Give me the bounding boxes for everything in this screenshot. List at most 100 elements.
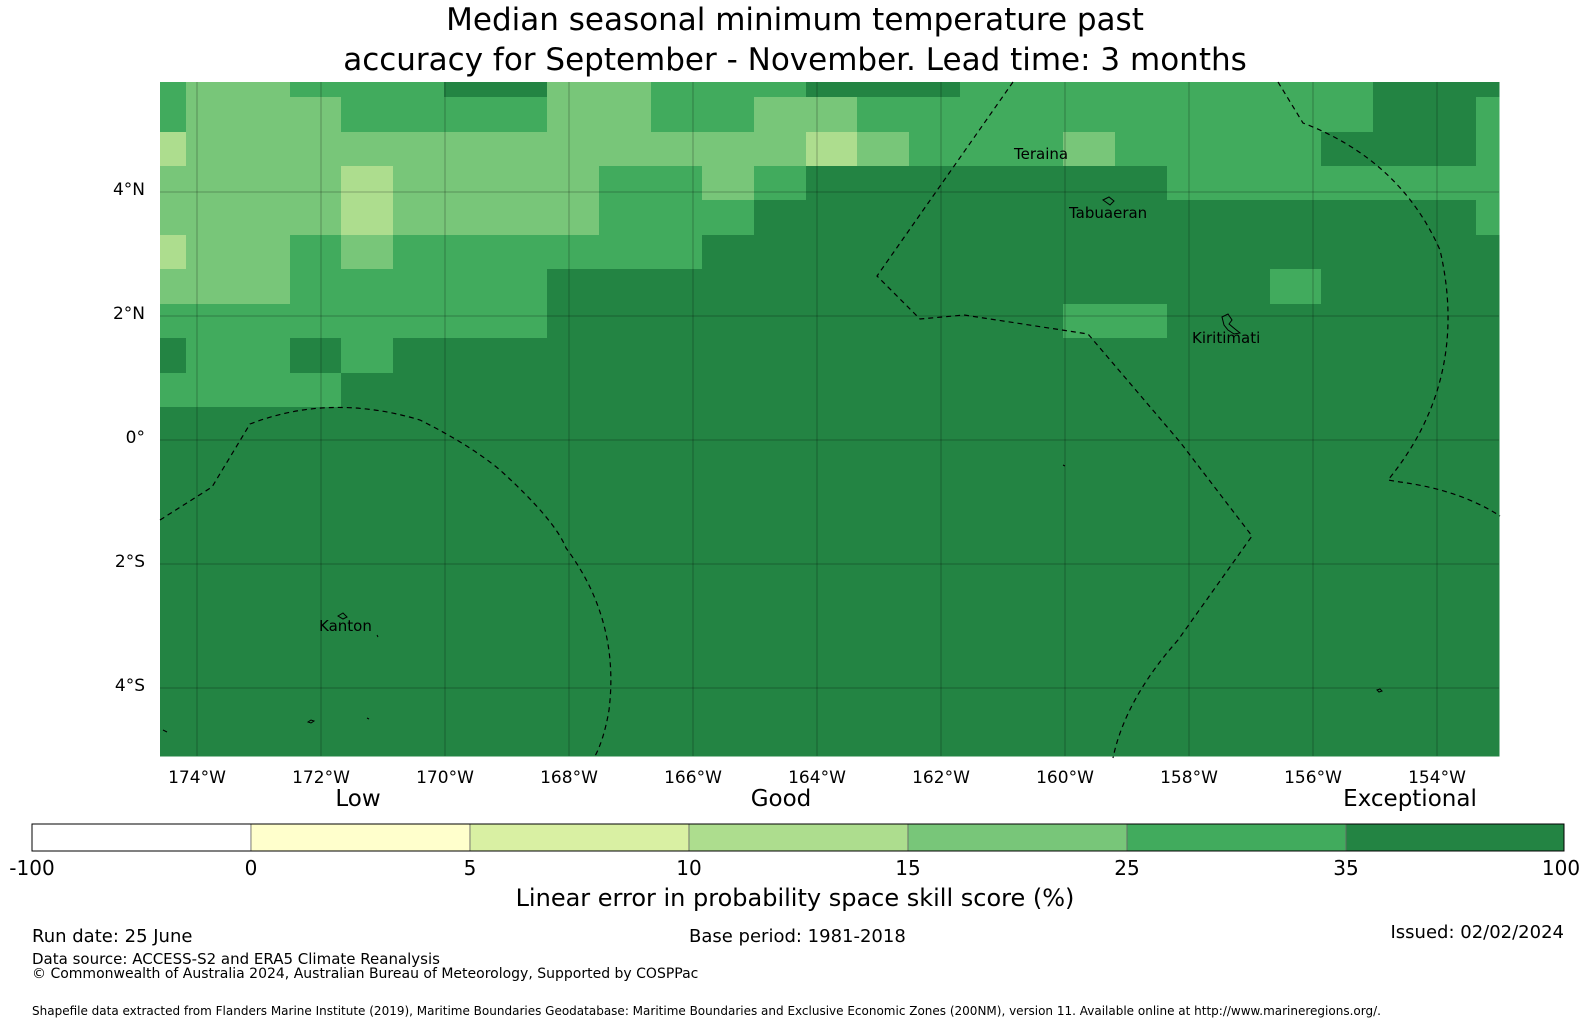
skill-cell: [290, 407, 342, 757]
skill-cell: [960, 97, 1013, 133]
skill-cell: [547, 304, 600, 339]
band-label-exceptional: Exceptional: [1343, 786, 1477, 812]
skill-cell: [186, 132, 239, 167]
skill-cell: [1424, 373, 1477, 408]
skill-cell: [1270, 338, 1322, 374]
colorbar: [31, 823, 1565, 852]
skill-cell: [1424, 166, 1477, 201]
skill-cell: [547, 200, 600, 236]
lon-label: 172°W: [292, 768, 350, 788]
skill-cell: [290, 132, 342, 167]
skill-cell: [1476, 373, 1500, 408]
skill-cell: [238, 304, 291, 339]
skill-cell: [1218, 373, 1271, 408]
skill-cell: [1012, 235, 1064, 270]
skill-cell: [547, 269, 600, 305]
skill-cell: [1218, 97, 1271, 133]
skill-cell: [393, 132, 445, 167]
skill-cell: [1115, 200, 1168, 236]
title-line-2: accuracy for September - November. Lead …: [343, 42, 1247, 78]
island-kiritimati: [1221, 313, 1242, 335]
lon-label: 160°W: [1036, 768, 1094, 788]
skill-cell: [160, 338, 187, 374]
skill-cell: [1115, 338, 1168, 374]
skill-cell: [1115, 269, 1168, 305]
lat-label: 4°N: [112, 180, 145, 200]
eez-boundary-kiribati-line: [876, 81, 1253, 759]
skill-cell: [1063, 407, 1116, 757]
skill-cell: [754, 373, 807, 408]
skill-cell: [238, 269, 291, 305]
skill-cell: [1476, 166, 1500, 201]
skill-cell: [651, 235, 703, 270]
skill-cell: [806, 132, 858, 167]
skill-cell: [290, 235, 342, 270]
skill-cell: [754, 338, 807, 374]
island-small-4: [1376, 688, 1383, 693]
colorbar-tick-label: 5: [463, 856, 477, 880]
skill-cell: [1012, 269, 1064, 305]
skill-cell: [1321, 132, 1374, 167]
skill-cell: [599, 338, 652, 374]
skill-cell: [1115, 235, 1168, 270]
skill-cell: [806, 304, 858, 339]
place-label-teraina: Teraina: [1014, 145, 1069, 163]
skill-cell: [1321, 338, 1374, 374]
skill-cell: [1218, 304, 1271, 339]
island-small-1: [376, 634, 379, 638]
skill-cell: [857, 97, 910, 133]
skill-cell: [186, 304, 239, 339]
skill-cell: [1373, 132, 1425, 167]
skill-cell: [960, 269, 1013, 305]
skill-cell: [1373, 97, 1425, 133]
skill-cell: [186, 407, 239, 757]
skill-cell: [1115, 304, 1168, 339]
skill-cell: [186, 373, 239, 408]
skill-cell: [754, 200, 807, 236]
skill-cell: [393, 338, 445, 374]
data-source: Data source: ACCESS-S2 and ERA5 Climate …: [32, 950, 440, 968]
skill-cell: [496, 304, 548, 339]
skill-cell: [238, 132, 291, 167]
skill-cell: [341, 338, 394, 374]
skill-cell: [160, 269, 187, 305]
skill-cell: [806, 407, 858, 757]
skill-cell: [1115, 407, 1168, 757]
colorbar-tick-label: 0: [244, 856, 258, 880]
skill-cell: [702, 166, 755, 201]
skill-cell: [1476, 97, 1500, 133]
island-small-5: [1062, 464, 1066, 467]
skill-cell: [1270, 235, 1322, 270]
skill-cell: [702, 304, 755, 339]
skill-cell: [702, 132, 755, 167]
skill-cell: [599, 407, 652, 757]
skill-cell: [1063, 373, 1116, 408]
skill-cell: [160, 235, 187, 270]
skill-cell: [806, 166, 858, 201]
skill-cell: [1270, 200, 1322, 236]
skill-cell: [444, 304, 497, 339]
skill-cell: [238, 97, 291, 133]
skill-cell: [290, 338, 342, 374]
skill-cell: [393, 200, 445, 236]
skill-cell: [1063, 269, 1116, 305]
skill-cell: [160, 373, 187, 408]
band-label-low: Low: [335, 786, 381, 812]
skill-cell: [341, 166, 394, 201]
skill-cell: [651, 338, 703, 374]
skill-cell: [806, 200, 858, 236]
skill-cell: [547, 82, 600, 98]
skill-cell: [1321, 97, 1374, 133]
skill-cell: [1063, 200, 1116, 236]
skill-cell: [341, 407, 394, 757]
skill-cell: [1115, 97, 1168, 133]
skill-cell: [651, 304, 703, 339]
skill-cell: [1167, 82, 1219, 98]
skill-cell: [960, 200, 1013, 236]
skill-cell: [496, 132, 548, 167]
skill-cell: [1115, 166, 1168, 201]
skill-cell: [1218, 235, 1271, 270]
skill-cell: [496, 373, 548, 408]
skill-cell: [496, 166, 548, 201]
skill-cell: [1012, 304, 1064, 339]
